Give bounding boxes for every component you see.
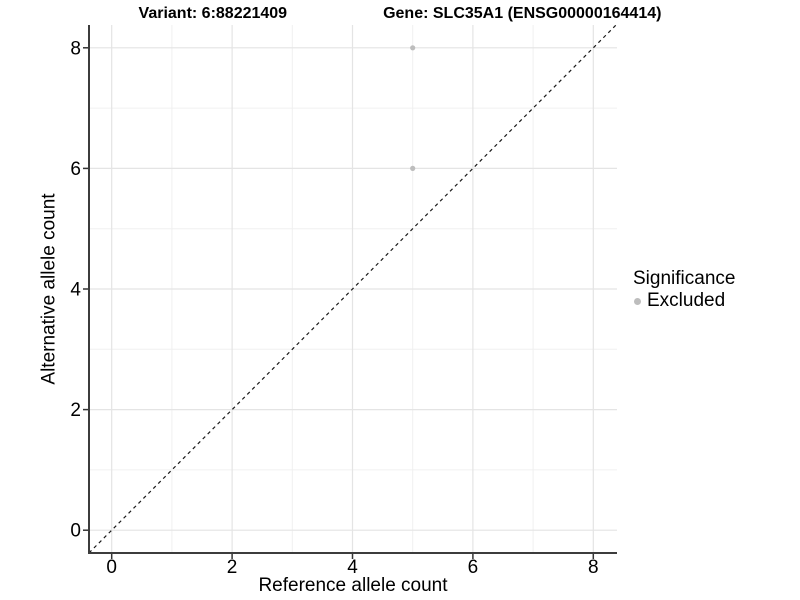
legend-item-excluded: Excluded — [634, 290, 735, 312]
x-tick-label: 4 — [347, 557, 358, 578]
legend-key-dot-icon — [634, 297, 641, 305]
data-point — [410, 45, 416, 51]
gene-title: Gene: SLC35A1 (ENSG00000164414) — [383, 5, 662, 22]
legend: Significance Excluded — [633, 268, 735, 312]
y-tick-label: 6 — [70, 159, 81, 180]
identity-dashed-line — [88, 24, 617, 554]
x-tick-label: 8 — [588, 557, 599, 578]
y-tick-label: 2 — [70, 400, 81, 421]
x-tick-label: 2 — [227, 557, 238, 578]
y-tick-label: 8 — [70, 38, 81, 59]
y-tick-label: 0 — [70, 521, 81, 542]
legend-item-label: Excluded — [647, 290, 726, 311]
data-point — [410, 165, 416, 171]
y-tick-label: 4 — [70, 280, 81, 301]
x-axis-label: Reference allele count — [258, 575, 448, 596]
y-axis-label: Alternative allele count — [38, 193, 60, 385]
plot-title: Variant: 6:88221409 Gene: SLC35A1 (ENSG0… — [0, 4, 800, 23]
x-tick-label: 0 — [106, 557, 117, 578]
legend-title: Significance — [633, 268, 736, 289]
variant-title: Variant: 6:88221409 — [138, 5, 288, 22]
x-tick-label: 6 — [468, 557, 479, 578]
